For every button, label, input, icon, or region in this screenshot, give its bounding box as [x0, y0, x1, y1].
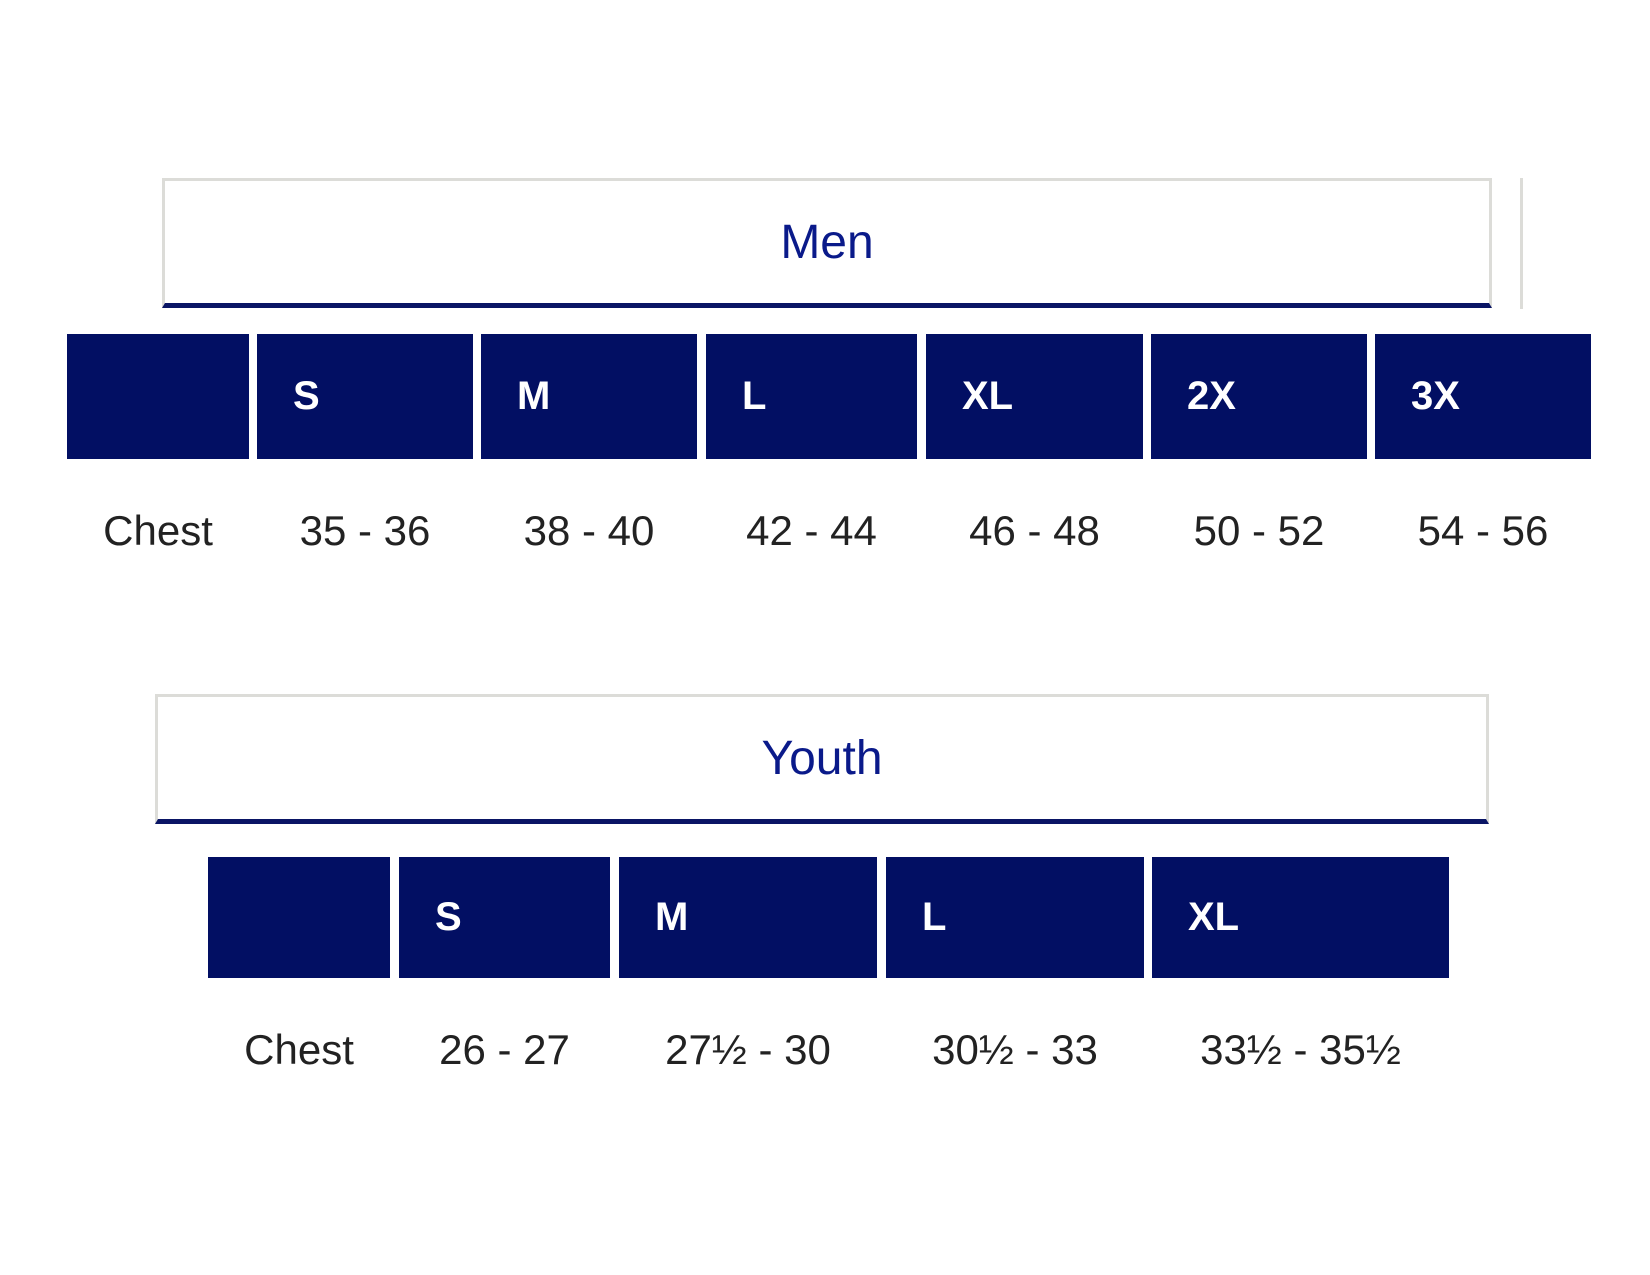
chest-value: 35 - 36: [299, 507, 431, 554]
row-label: Chest: [244, 1026, 354, 1073]
table-title: Youth: [155, 694, 1489, 824]
size-header: 2X: [1151, 334, 1367, 459]
size-header: 3X: [1375, 334, 1591, 459]
size-header: XL: [1152, 857, 1449, 978]
chest-value: 30½ - 33: [932, 1026, 1098, 1073]
size-header: L: [706, 334, 917, 459]
size-header: M: [619, 857, 877, 978]
row-label: Chest: [103, 507, 213, 554]
size-header: L: [886, 857, 1144, 978]
size-header: S: [399, 857, 610, 978]
chest-value: 27½ - 30: [665, 1026, 831, 1073]
chest-value: 46 - 48: [969, 507, 1100, 554]
size-header: S: [257, 334, 473, 459]
table-title: Men: [162, 178, 1492, 308]
chest-value: 54 - 56: [1417, 507, 1549, 554]
header-cell: [67, 334, 249, 459]
divider: [1520, 178, 1523, 309]
chest-value: 26 - 27: [439, 1026, 570, 1073]
size-header: M: [481, 334, 697, 459]
chest-value: 33½ - 35½: [1200, 1026, 1401, 1073]
chest-value: 38 - 40: [523, 507, 655, 554]
chest-value: 42 - 44: [746, 507, 877, 554]
chest-value: 50 - 52: [1193, 507, 1325, 554]
size-header: XL: [926, 334, 1143, 459]
header-cell: [208, 857, 390, 978]
